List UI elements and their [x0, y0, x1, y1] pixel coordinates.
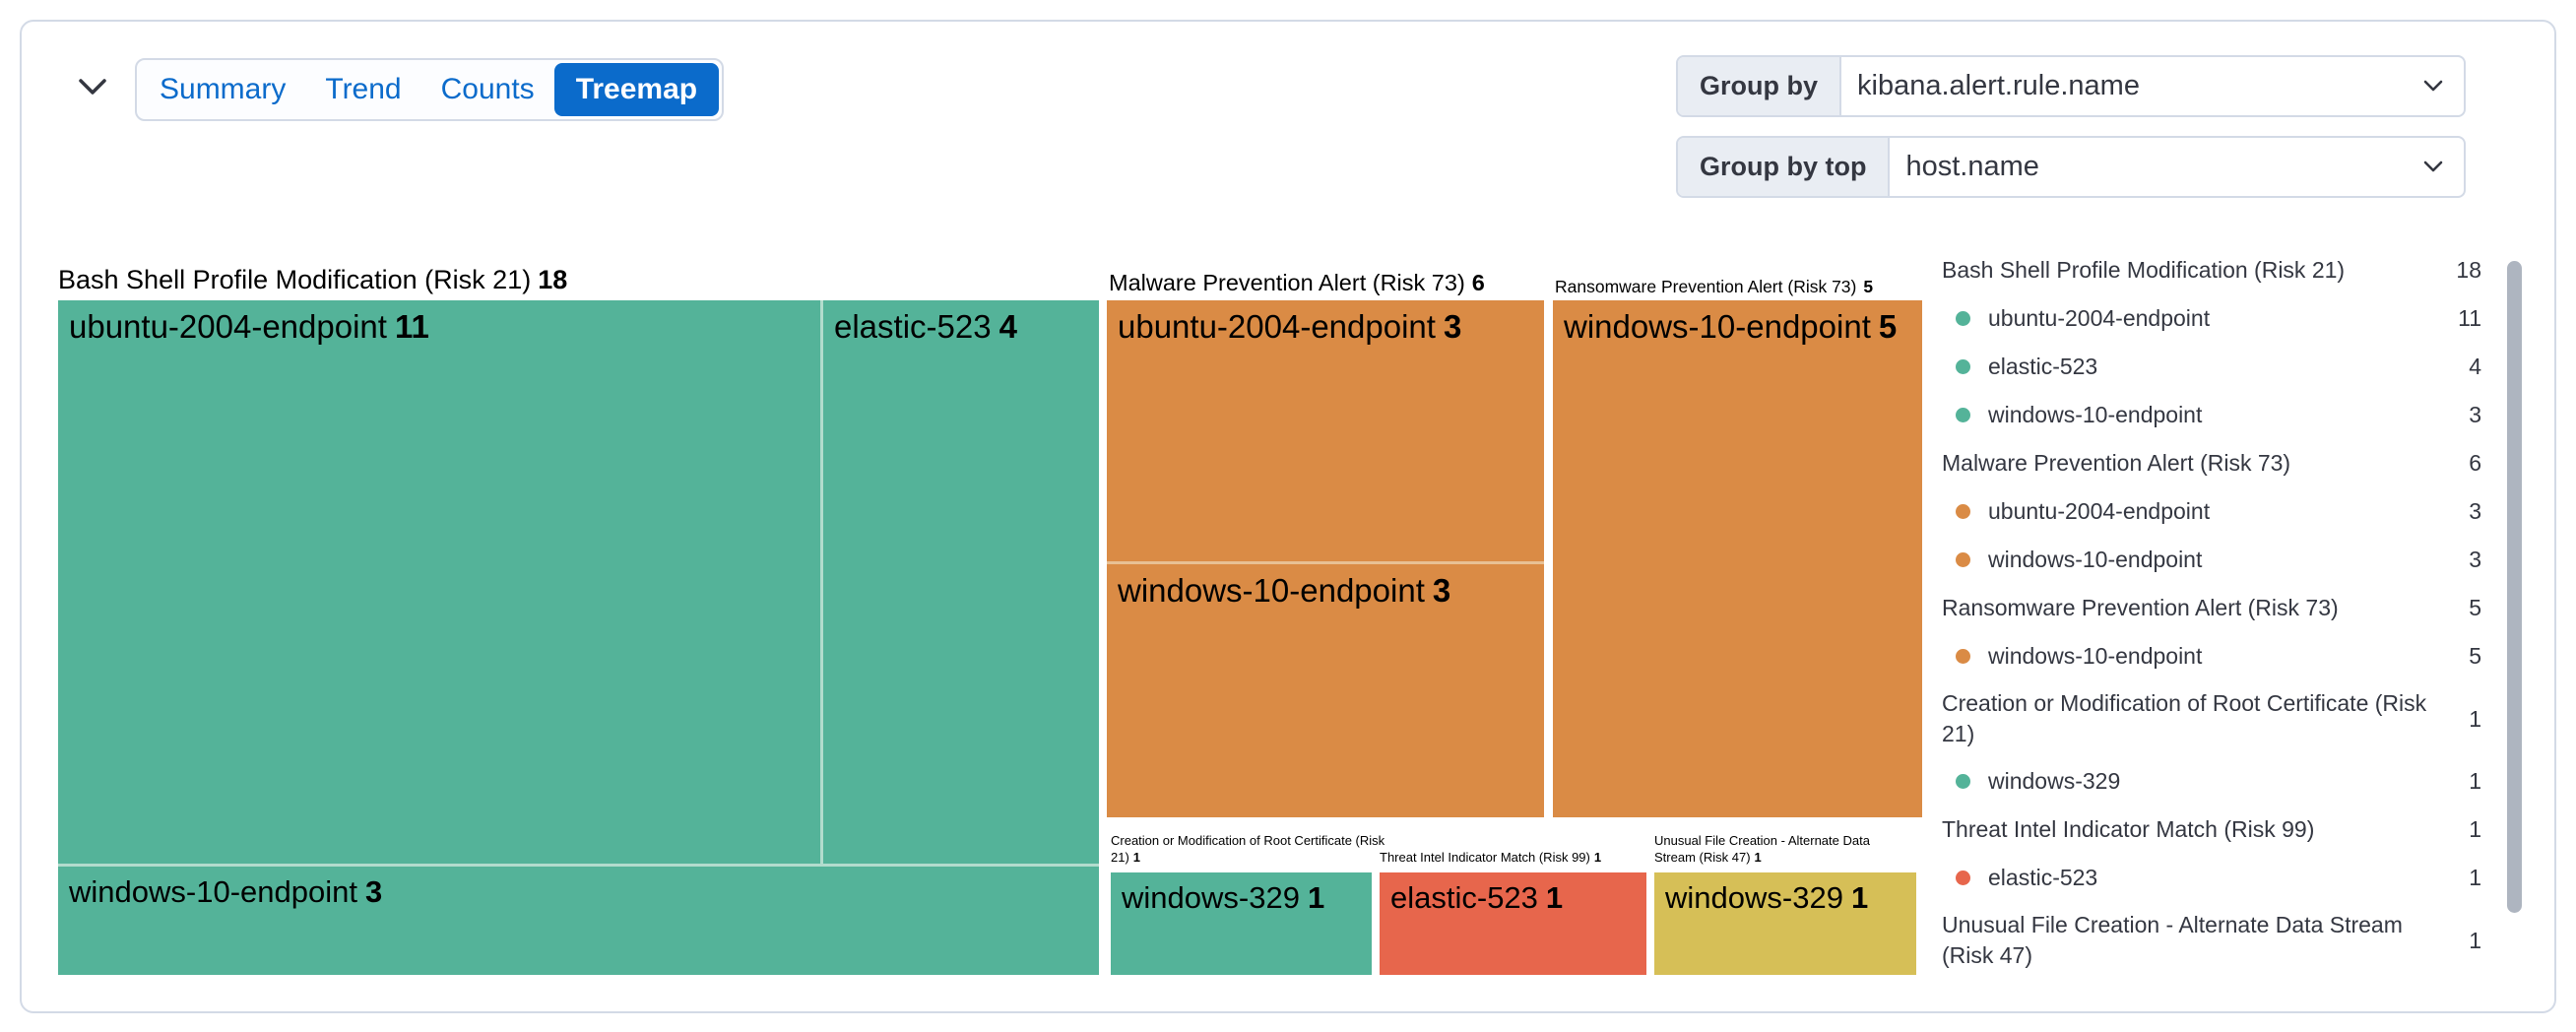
- view-mode-button-group: Summary Trend Counts Treemap: [135, 58, 724, 121]
- legend-item[interactable]: Unusual File Creation - Alternate Data S…: [1942, 912, 2481, 968]
- group-by-top-value: host.name: [1905, 151, 2039, 182]
- treemap-group-header-malware: Malware Prevention Alert (Risk 73) 6: [1109, 270, 1485, 295]
- treemap-cell-windows-10-endpoint[interactable]: windows-10-endpoint 3: [1107, 564, 1544, 817]
- legend-color-dot: [1956, 359, 1970, 374]
- treemap-group-header-bash: Bash Shell Profile Modification (Risk 21…: [58, 265, 568, 294]
- legend-scrollbar-thumb[interactable]: [2507, 261, 2522, 913]
- group-by-value: kibana.alert.rule.name: [1857, 70, 2140, 101]
- legend-color-dot: [1956, 774, 1970, 789]
- legend-item[interactable]: ubuntu-2004-endpoint 3: [1942, 495, 2481, 528]
- legend-item[interactable]: Threat Intel Indicator Match (Risk 99) 1: [1942, 816, 2481, 842]
- tab-treemap[interactable]: Treemap: [553, 63, 720, 116]
- legend-item[interactable]: Malware Prevention Alert (Risk 73) 6: [1942, 450, 2481, 476]
- legend-color-dot: [1956, 311, 1970, 326]
- treemap-cell-windows-329[interactable]: windows-329 1: [1654, 872, 1916, 975]
- treemap-cell-elastic-523[interactable]: elastic-523 1: [1380, 872, 1646, 975]
- legend-color-dot: [1956, 552, 1970, 567]
- treemap-cell-windows-10-endpoint[interactable]: windows-10-endpoint 3: [58, 867, 1099, 975]
- treemap-cell-windows-329[interactable]: windows-329 1: [1111, 872, 1372, 975]
- legend-color-dot: [1956, 504, 1970, 519]
- legend-color-dot: [1956, 649, 1970, 664]
- legend-item[interactable]: elastic-523 4: [1942, 351, 2481, 383]
- legend-item[interactable]: Bash Shell Profile Modification (Risk 21…: [1942, 257, 2481, 283]
- treemap-cell-elastic-523[interactable]: elastic-523 4: [823, 300, 1099, 864]
- treemap-group-bash: ubuntu-2004-endpoint 11 elastic-523 4 wind…: [58, 300, 1099, 975]
- group-by-label: Group by: [1678, 57, 1841, 115]
- treemap-cell-ubuntu-2004-endpoint[interactable]: ubuntu-2004-endpoint 3: [1107, 300, 1544, 561]
- legend-item[interactable]: Ransomware Prevention Alert (Risk 73) 5: [1942, 595, 2481, 620]
- tab-counts[interactable]: Counts: [421, 63, 554, 116]
- tab-summary[interactable]: Summary: [140, 63, 305, 116]
- legend-item[interactable]: ubuntu-2004-endpoint 11: [1942, 302, 2481, 335]
- alerts-treemap-panel: Summary Trend Counts Treemap Group by ki…: [20, 20, 2556, 1013]
- treemap-chart: Bash Shell Profile Modification (Risk 21…: [22, 22, 2554, 1011]
- legend-item[interactable]: windows-10-endpoint 3: [1942, 544, 2481, 576]
- group-by-top-select[interactable]: Group by top host.name: [1676, 136, 2466, 198]
- legend-item[interactable]: elastic-523 1: [1942, 862, 2481, 894]
- legend-item[interactable]: windows-10-endpoint 3: [1942, 399, 2481, 431]
- legend-item[interactable]: Creation or Modification of Root Certifi…: [1942, 690, 2481, 746]
- treemap-group-malware: ubuntu-2004-endpoint 3 windows-10-endpoin…: [1107, 300, 1544, 817]
- treemap-group-header-threat-intel: Threat Intel Indicator Match (Risk 99) 1: [1380, 850, 1602, 865]
- collapse-chart-button[interactable]: [67, 67, 118, 110]
- group-by-select[interactable]: Group by kibana.alert.rule.name: [1676, 55, 2466, 117]
- legend-item[interactable]: windows-10-endpoint 5: [1942, 640, 2481, 673]
- tab-trend[interactable]: Trend: [305, 63, 420, 116]
- chevron-down-icon: [77, 78, 108, 100]
- select-chevron-down-icon: [2422, 57, 2464, 115]
- legend: Bash Shell Profile Modification (Risk 21…: [1942, 254, 2481, 987]
- treemap-group-header-ransomware: Ransomware Prevention Alert (Risk 73) 5: [1555, 277, 1874, 296]
- treemap-cell-ubuntu-2004-endpoint[interactable]: ubuntu-2004-endpoint 11: [58, 300, 820, 864]
- legend-item[interactable]: windows-329 1: [1942, 765, 2481, 798]
- group-by-top-label: Group by top: [1678, 138, 1891, 196]
- treemap-group-header-root-certificate: Creation or Modification of Root Certifi…: [1111, 833, 1385, 865]
- legend-color-dot: [1956, 871, 1970, 885]
- select-chevron-down-icon: [2422, 138, 2464, 196]
- treemap-group-header-unusual-file: Unusual File Creation - Alternate Data S…: [1654, 833, 1870, 865]
- legend-color-dot: [1956, 408, 1970, 422]
- treemap-cell-windows-10-endpoint[interactable]: windows-10-endpoint 5: [1553, 300, 1922, 817]
